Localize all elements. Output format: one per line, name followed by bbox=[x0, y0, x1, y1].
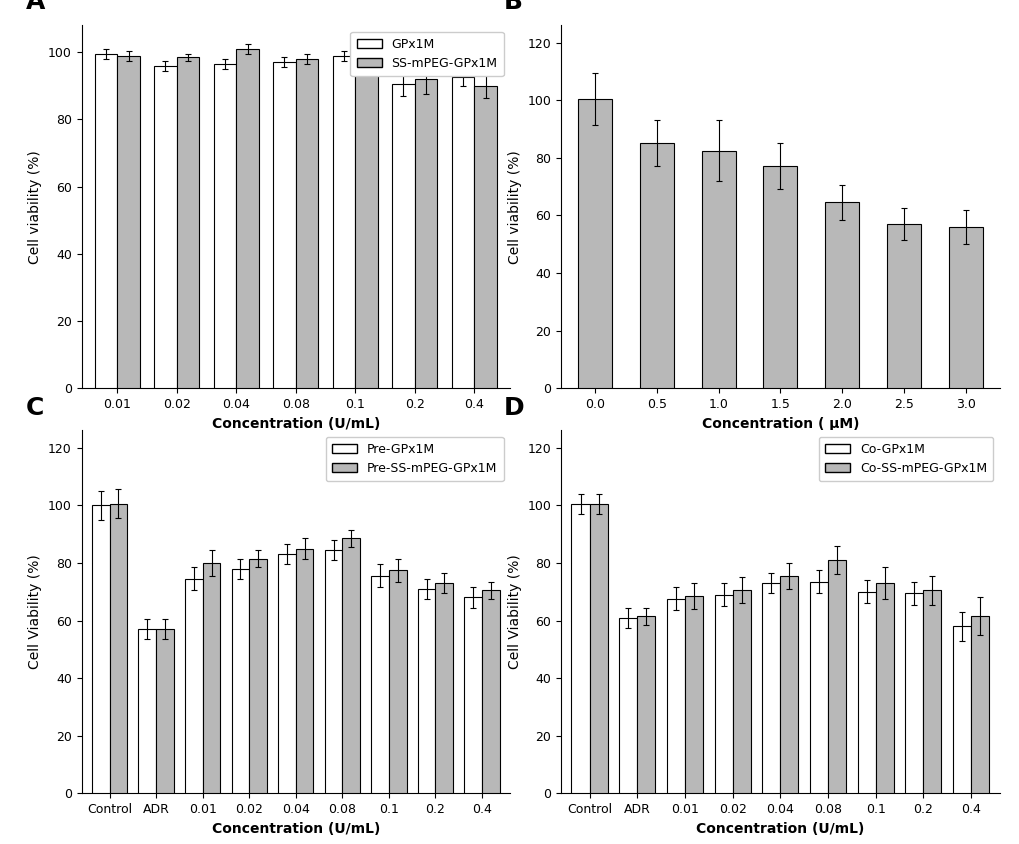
Bar bbox=[154, 66, 176, 388]
Bar bbox=[184, 579, 203, 793]
Y-axis label: Cell Viability (%): Cell Viability (%) bbox=[507, 555, 522, 669]
Bar bbox=[214, 64, 236, 388]
Bar bbox=[619, 618, 637, 793]
Bar bbox=[637, 616, 655, 793]
Bar bbox=[701, 150, 735, 388]
Bar bbox=[342, 538, 360, 793]
Bar bbox=[231, 569, 249, 793]
Bar bbox=[95, 54, 117, 388]
Bar bbox=[886, 224, 920, 388]
Bar bbox=[666, 599, 685, 793]
Bar bbox=[435, 583, 452, 793]
Bar bbox=[418, 589, 435, 793]
Bar bbox=[761, 583, 780, 793]
Legend: Co-GPx1M, Co-SS-mPEG-GPx1M: Co-GPx1M, Co-SS-mPEG-GPx1M bbox=[818, 436, 993, 481]
Bar bbox=[236, 49, 259, 388]
Bar bbox=[685, 596, 702, 793]
Legend: GPx1M, SS-mPEG-GPx1M: GPx1M, SS-mPEG-GPx1M bbox=[350, 31, 503, 76]
Bar bbox=[639, 143, 674, 388]
Bar bbox=[92, 506, 109, 793]
Bar bbox=[117, 56, 140, 388]
Bar bbox=[780, 576, 798, 793]
Bar bbox=[824, 203, 858, 388]
X-axis label: Concentration (U/mL): Concentration (U/mL) bbox=[211, 417, 380, 430]
Bar bbox=[391, 84, 415, 388]
Bar bbox=[952, 626, 970, 793]
Bar bbox=[827, 560, 846, 793]
X-axis label: Concentration (U/mL): Concentration (U/mL) bbox=[695, 822, 864, 836]
Bar bbox=[278, 555, 296, 793]
Bar bbox=[922, 590, 941, 793]
Bar bbox=[355, 64, 378, 388]
Y-axis label: Cell viability (%): Cell viability (%) bbox=[29, 150, 43, 263]
Bar bbox=[874, 583, 893, 793]
Text: C: C bbox=[25, 396, 44, 419]
Bar bbox=[474, 86, 496, 388]
Bar bbox=[948, 227, 981, 388]
Bar bbox=[714, 595, 732, 793]
Bar bbox=[904, 593, 922, 793]
Bar bbox=[589, 504, 607, 793]
Bar bbox=[482, 590, 499, 793]
Bar bbox=[249, 559, 267, 793]
Bar bbox=[415, 79, 437, 388]
Bar bbox=[578, 99, 611, 388]
Bar bbox=[109, 504, 127, 793]
Bar bbox=[371, 576, 388, 793]
Bar bbox=[332, 56, 355, 388]
Bar bbox=[857, 592, 874, 793]
Bar bbox=[732, 590, 750, 793]
Legend: Pre-GPx1M, Pre-SS-mPEG-GPx1M: Pre-GPx1M, Pre-SS-mPEG-GPx1M bbox=[325, 436, 503, 481]
Y-axis label: Cell Viability (%): Cell Viability (%) bbox=[29, 555, 43, 669]
Bar bbox=[156, 629, 173, 793]
Bar bbox=[464, 598, 482, 793]
Text: B: B bbox=[503, 0, 523, 14]
Bar bbox=[273, 62, 296, 388]
X-axis label: Concentration (U/mL): Concentration (U/mL) bbox=[211, 822, 380, 836]
Bar bbox=[296, 59, 318, 388]
Text: D: D bbox=[503, 396, 524, 419]
Bar bbox=[176, 57, 200, 388]
Bar bbox=[762, 166, 797, 388]
Bar bbox=[139, 629, 156, 793]
Bar bbox=[296, 549, 313, 793]
Bar bbox=[451, 78, 474, 388]
X-axis label: Concentration ( μM): Concentration ( μM) bbox=[701, 417, 858, 430]
Bar bbox=[203, 563, 220, 793]
Bar bbox=[809, 582, 827, 793]
Bar bbox=[388, 571, 407, 793]
Text: A: A bbox=[25, 0, 45, 14]
Bar bbox=[324, 550, 342, 793]
Y-axis label: Cell viability (%): Cell viability (%) bbox=[507, 150, 522, 263]
Bar bbox=[571, 504, 589, 793]
Bar bbox=[970, 616, 988, 793]
